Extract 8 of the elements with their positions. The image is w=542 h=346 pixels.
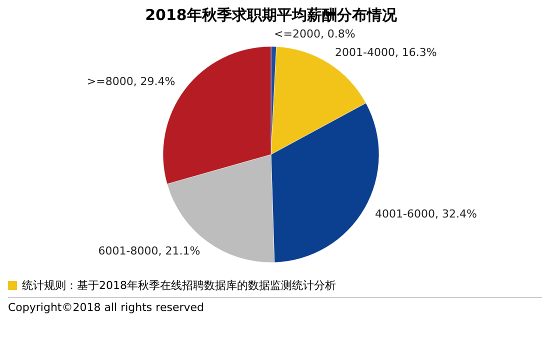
slice-label: 4001-6000, 32.4%	[375, 207, 477, 220]
text: 统计规则：基于2018年秋季在线招聘数据库的数据监测统计分析	[22, 278, 336, 292]
slice-label: <=2000, 0.8%	[274, 28, 356, 41]
slice-label: >=8000, 29.4%	[86, 75, 176, 88]
text: Copyright©2018 all rights reserved	[8, 297, 542, 314]
slice-label: 2001-4000, 16.3%	[334, 46, 437, 59]
slice-label: 6001-8000, 21.1%	[98, 244, 200, 258]
chart-title: 2018年秋季求职期平均薪酬分布情况	[144, 6, 398, 26]
